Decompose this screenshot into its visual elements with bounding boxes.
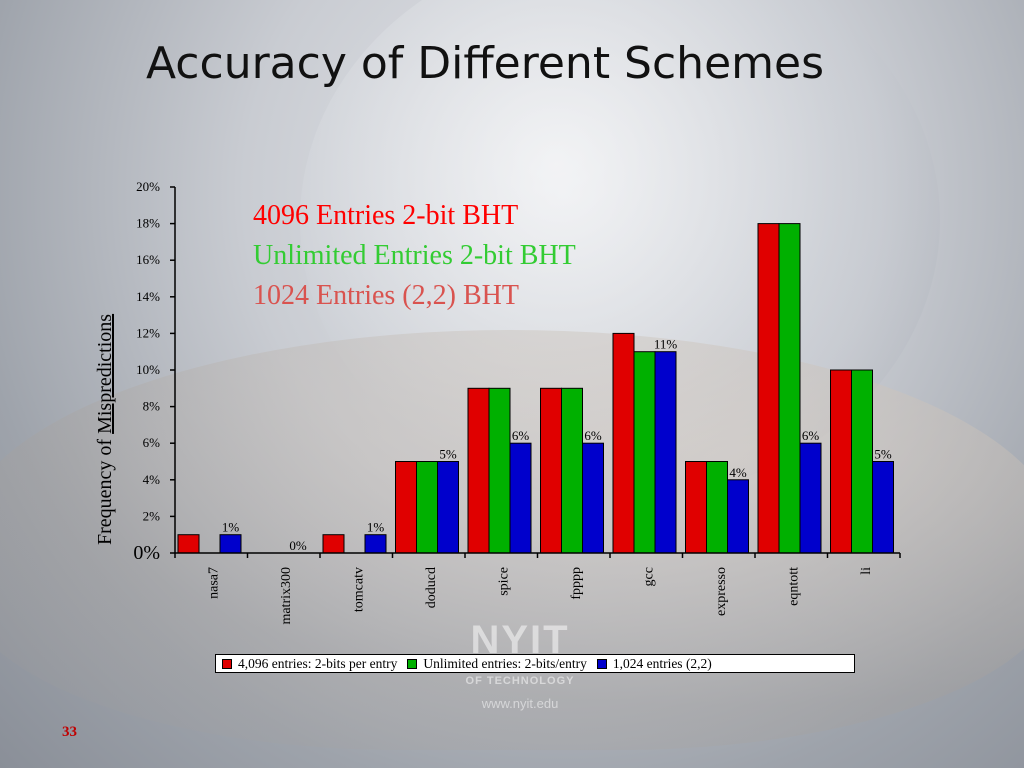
data-label: 1% <box>222 520 240 535</box>
bar <box>757 223 780 554</box>
y-tick-label: 2% <box>143 508 161 523</box>
data-label: 5% <box>439 447 457 462</box>
category-label: expresso <box>714 567 729 616</box>
bars-group <box>177 223 894 554</box>
bar <box>322 534 345 554</box>
y-tick-label: 8% <box>143 399 161 414</box>
y-tick-label: 18% <box>136 216 160 231</box>
category-label: matrix300 <box>279 567 294 625</box>
y-tick-label: 20% <box>136 179 160 194</box>
category-label: tomcatv <box>351 567 366 612</box>
legend-swatch <box>222 658 232 669</box>
legend-item: Unlimited entries: 2-bits/entry <box>407 655 587 672</box>
bar <box>799 442 822 554</box>
y-tick-label: 6% <box>143 435 161 450</box>
svg-text:Frequency of Mis: Frequency of Mispredictions <box>94 314 116 545</box>
category-label: gcc <box>641 567 656 586</box>
bar <box>582 442 604 554</box>
bar <box>561 387 583 554</box>
category-label: doducd <box>424 567 439 608</box>
data-label: 6% <box>802 428 820 443</box>
bar <box>706 461 728 554</box>
y-tick-label: 0% <box>133 542 160 564</box>
y-tick-label: 4% <box>143 472 161 487</box>
category-label: nasa7 <box>206 567 221 599</box>
legend-item: 1,024 entries (2,2) <box>596 655 712 672</box>
scheme-label: Unlimited Entries 2-bit BHT <box>253 240 576 271</box>
bar <box>612 332 635 554</box>
scheme-labels: 4096 Entries 2-bit BHT Unlimited Entries … <box>253 196 576 316</box>
category-label: eqntott <box>786 567 801 606</box>
data-label: 4% <box>729 465 747 480</box>
bar <box>177 534 200 554</box>
bar <box>416 461 438 554</box>
slide-number: 33 <box>62 724 77 740</box>
bar <box>685 461 707 554</box>
category-label: li <box>859 567 874 575</box>
y-tick-label: 12% <box>136 325 160 340</box>
bar <box>633 351 656 554</box>
scheme-label: 1024 Entries (2,2) BHT <box>253 280 519 311</box>
logo-url: www.nyit.edu <box>481 696 559 711</box>
legend-swatch <box>596 658 607 669</box>
data-label: 1% <box>367 520 385 535</box>
bar <box>395 461 417 554</box>
data-label: 5% <box>874 447 892 462</box>
y-tick-label: 16% <box>136 252 160 267</box>
data-label: 0% <box>289 538 307 553</box>
bar <box>872 461 894 554</box>
bar <box>830 369 852 554</box>
category-label: spice <box>496 567 511 596</box>
bar <box>467 387 490 554</box>
scheme-label: 4096 Entries 2-bit BHT <box>253 200 519 231</box>
data-label: 11% <box>654 337 678 352</box>
bar <box>219 534 242 554</box>
bar <box>488 387 511 554</box>
logo-line-2: OF TECHNOLOGY <box>465 675 575 687</box>
bar <box>509 442 532 554</box>
bar <box>851 369 873 554</box>
legend-swatch <box>407 658 418 669</box>
legend-label: Unlimited entries: 2-bits/entry <box>423 655 587 671</box>
bar <box>654 351 677 554</box>
data-label: 6% <box>512 428 530 443</box>
bar <box>540 387 562 554</box>
bar <box>727 479 749 554</box>
y-axis-label: Frequency of Mispredictions <box>94 314 116 545</box>
bar <box>364 534 387 554</box>
legend-label: 4,096 entries: 2-bits per entry <box>238 655 398 671</box>
y-tick-label: 10% <box>136 362 160 377</box>
data-labels-group: 1% 0% 1% 5% 6% 6% 11% 4% 6% 5% <box>222 337 892 553</box>
category-label: fpppp <box>569 567 584 600</box>
y-axis: 0% 2% 4% 6% 8% 10% 12% 14% 16% 18% 20% <box>133 179 176 564</box>
y-axis-label-underlined: Mispredictions <box>94 314 116 434</box>
bar <box>437 461 459 554</box>
y-tick-label: 14% <box>136 289 160 304</box>
legend-label: 1,024 entries (2,2) <box>612 655 712 671</box>
x-axis: nasa7 matrix300 tomcatv doducd spice fpppp gcc… <box>174 552 901 625</box>
slide-title: Accuracy of Different Schemes <box>145 38 824 89</box>
legend-item: 4,096 entries: 2-bits per entry <box>222 656 397 672</box>
data-label: 6% <box>584 428 602 443</box>
bar <box>778 223 801 554</box>
chart-legend: 4,096 entries: 2-bits per entry Unlimited… <box>215 654 855 673</box>
y-axis-label-prefix: Frequency of <box>94 439 116 545</box>
